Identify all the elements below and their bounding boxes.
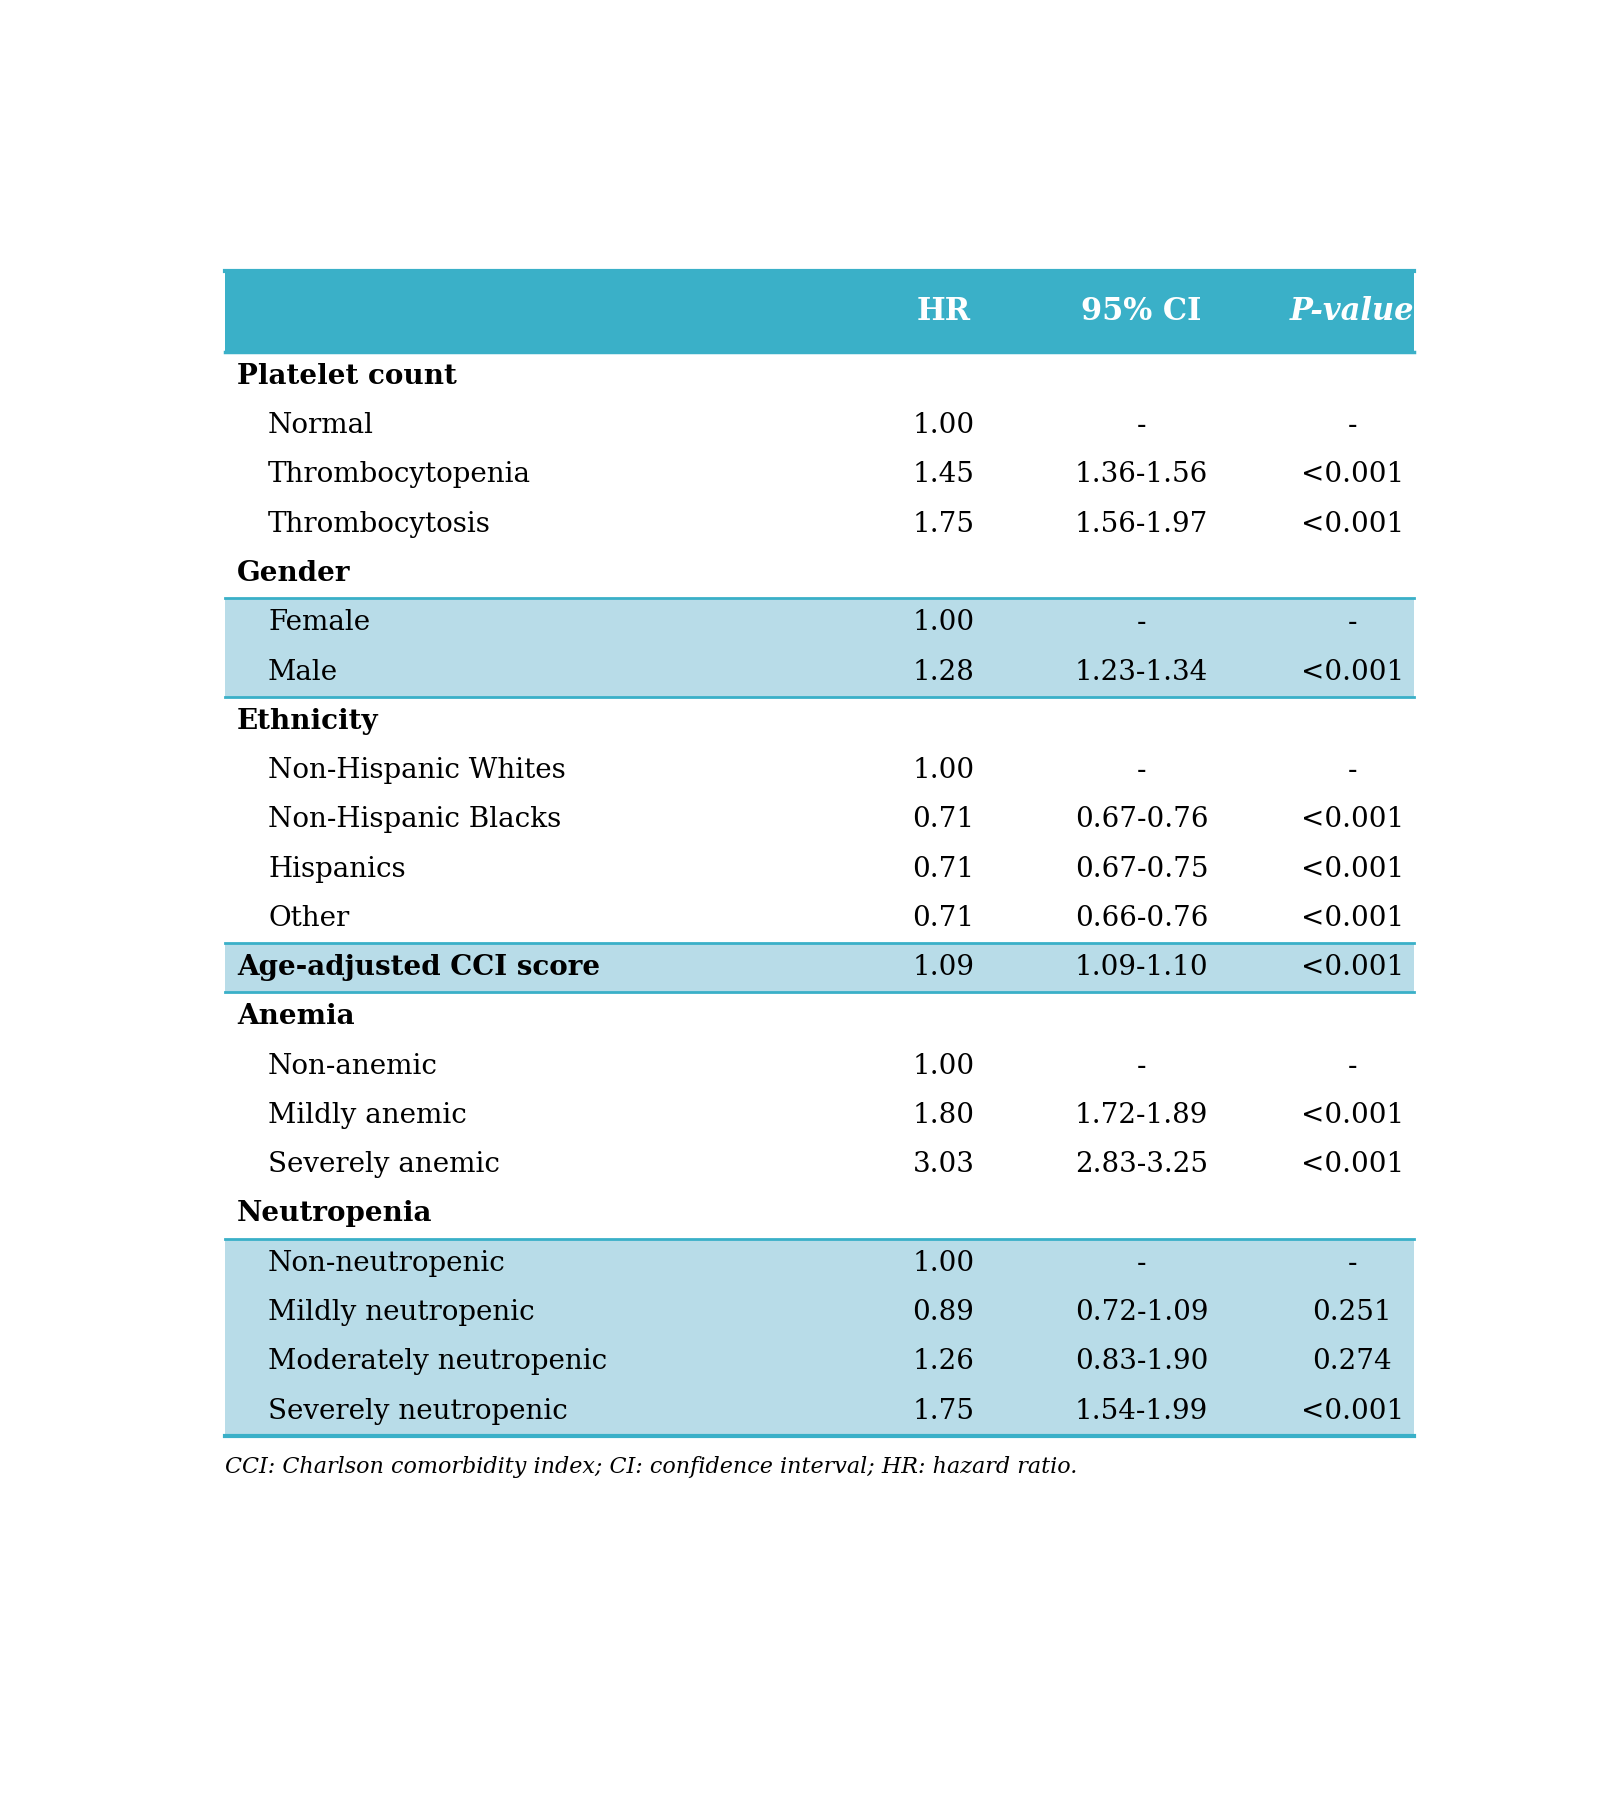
FancyBboxPatch shape	[224, 943, 1415, 992]
Text: Other: Other	[269, 905, 349, 932]
Text: Moderately neutropenic: Moderately neutropenic	[269, 1348, 608, 1375]
Text: Female: Female	[269, 608, 369, 635]
Text: Mildly anemic: Mildly anemic	[269, 1102, 467, 1129]
Text: 1.26: 1.26	[913, 1348, 974, 1375]
Text: 1.45: 1.45	[913, 461, 974, 488]
Text: 0.274: 0.274	[1313, 1348, 1393, 1375]
FancyBboxPatch shape	[224, 1337, 1415, 1386]
Text: Anemia: Anemia	[237, 1003, 355, 1030]
Text: 0.71: 0.71	[913, 905, 974, 932]
Text: 1.09-1.10: 1.09-1.10	[1075, 954, 1209, 981]
Text: <0.001: <0.001	[1300, 1397, 1404, 1424]
Text: -: -	[1348, 608, 1358, 635]
Text: Non-neutropenic: Non-neutropenic	[269, 1249, 505, 1276]
Text: 1.54-1.99: 1.54-1.99	[1075, 1397, 1209, 1424]
Text: 1.28: 1.28	[913, 659, 974, 686]
Text: <0.001: <0.001	[1300, 855, 1404, 882]
Text: HR: HR	[916, 297, 971, 328]
Text: P-value: P-value	[1290, 297, 1415, 328]
Text: 0.67-0.75: 0.67-0.75	[1075, 855, 1209, 882]
Text: 0.72-1.09: 0.72-1.09	[1075, 1300, 1209, 1327]
Text: <0.001: <0.001	[1300, 461, 1404, 488]
Text: Ethnicity: Ethnicity	[237, 707, 379, 734]
Text: 95% CI: 95% CI	[1081, 297, 1202, 328]
FancyBboxPatch shape	[224, 598, 1415, 648]
Text: 1.09: 1.09	[913, 954, 974, 981]
Text: 1.00: 1.00	[913, 1053, 974, 1080]
Text: 1.00: 1.00	[913, 412, 974, 439]
Text: Non-Hispanic Whites: Non-Hispanic Whites	[269, 758, 566, 785]
FancyBboxPatch shape	[224, 1287, 1415, 1337]
Text: 0.66-0.76: 0.66-0.76	[1075, 905, 1209, 932]
Text: 1.75: 1.75	[913, 511, 974, 538]
Text: Thrombocytopenia: Thrombocytopenia	[269, 461, 531, 488]
Text: <0.001: <0.001	[1300, 905, 1404, 932]
FancyBboxPatch shape	[224, 1386, 1415, 1436]
Text: <0.001: <0.001	[1300, 1152, 1404, 1179]
Text: Age-adjusted CCI score: Age-adjusted CCI score	[237, 954, 600, 981]
Text: 1.23-1.34: 1.23-1.34	[1075, 659, 1209, 686]
Text: <0.001: <0.001	[1300, 806, 1404, 833]
Text: -: -	[1137, 412, 1146, 439]
Text: Non-anemic: Non-anemic	[269, 1053, 438, 1080]
Text: 1.75: 1.75	[913, 1397, 974, 1424]
Text: -: -	[1137, 1249, 1146, 1276]
Text: Hispanics: Hispanics	[269, 855, 406, 882]
Text: Severely anemic: Severely anemic	[269, 1152, 500, 1179]
Text: <0.001: <0.001	[1300, 1102, 1404, 1129]
Text: Male: Male	[269, 659, 337, 686]
Text: 1.00: 1.00	[913, 1249, 974, 1276]
Text: 1.36-1.56: 1.36-1.56	[1075, 461, 1209, 488]
Text: Non-Hispanic Blacks: Non-Hispanic Blacks	[269, 806, 561, 833]
Text: Neutropenia: Neutropenia	[237, 1201, 433, 1228]
Text: Thrombocytosis: Thrombocytosis	[269, 511, 491, 538]
Text: Gender: Gender	[237, 560, 350, 587]
FancyBboxPatch shape	[224, 1238, 1415, 1287]
FancyBboxPatch shape	[224, 272, 1415, 351]
Text: -: -	[1137, 758, 1146, 785]
Text: Platelet count: Platelet count	[237, 364, 457, 391]
Text: Mildly neutropenic: Mildly neutropenic	[269, 1300, 534, 1327]
Text: -: -	[1137, 1053, 1146, 1080]
Text: 0.71: 0.71	[913, 855, 974, 882]
Text: Severely neutropenic: Severely neutropenic	[269, 1397, 568, 1424]
Text: 0.71: 0.71	[913, 806, 974, 833]
Text: -: -	[1348, 1249, 1358, 1276]
Text: 1.56-1.97: 1.56-1.97	[1075, 511, 1209, 538]
Text: 0.83-1.90: 0.83-1.90	[1075, 1348, 1209, 1375]
Text: -: -	[1348, 1053, 1358, 1080]
Text: <0.001: <0.001	[1300, 659, 1404, 686]
Text: 1.72-1.89: 1.72-1.89	[1075, 1102, 1209, 1129]
Text: CCI: Charlson comorbidity index; CI: confidence interval; HR: hazard ratio.: CCI: Charlson comorbidity index; CI: con…	[224, 1456, 1078, 1478]
Text: -: -	[1348, 758, 1358, 785]
FancyBboxPatch shape	[224, 648, 1415, 697]
Text: Normal: Normal	[269, 412, 374, 439]
Text: -: -	[1348, 412, 1358, 439]
Text: -: -	[1137, 608, 1146, 635]
Text: 3.03: 3.03	[913, 1152, 974, 1179]
Text: 0.67-0.76: 0.67-0.76	[1075, 806, 1209, 833]
Text: <0.001: <0.001	[1300, 954, 1404, 981]
Text: 1.00: 1.00	[913, 608, 974, 635]
Text: <0.001: <0.001	[1300, 511, 1404, 538]
Text: 0.251: 0.251	[1313, 1300, 1393, 1327]
Text: 1.00: 1.00	[913, 758, 974, 785]
Text: 2.83-3.25: 2.83-3.25	[1075, 1152, 1209, 1179]
Text: 1.80: 1.80	[913, 1102, 974, 1129]
Text: 0.89: 0.89	[913, 1300, 974, 1327]
